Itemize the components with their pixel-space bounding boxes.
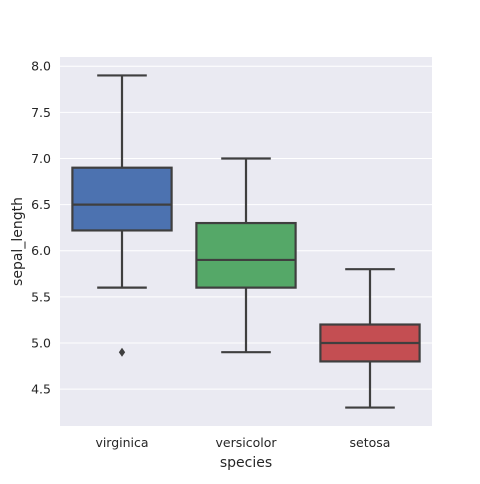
y-tick-label: 6.5	[31, 197, 51, 212]
y-tick-label: 5.0	[31, 335, 51, 350]
y-tick-label: 5.5	[31, 289, 51, 304]
outlier-point	[118, 347, 126, 357]
y-tick-label: 8.0	[31, 59, 51, 74]
box-iqr	[195, 221, 297, 289]
boxes-layer	[71, 74, 421, 409]
x-tick-label: virginica	[95, 435, 148, 450]
y-tick-label: 4.5	[31, 382, 51, 397]
y-tick-label: 7.5	[31, 105, 51, 120]
x-axis-label: species	[220, 455, 272, 471]
x-tick-labels: virginica versicolor setosa	[95, 435, 390, 450]
x-tick-label: versicolor	[216, 435, 278, 450]
y-axis-label: sepal_length	[10, 197, 26, 286]
box-versicolor	[195, 157, 297, 354]
x-tick-label: setosa	[350, 435, 391, 450]
box-virginica	[71, 74, 173, 357]
y-tick-label: 7.0	[31, 151, 51, 166]
y-tick-label: 6.0	[31, 243, 51, 258]
y-tick-labels: 4.5 5.0 5.5 6.0 6.5 7.0 7.5 8.0	[31, 59, 51, 397]
box-iqr	[71, 166, 173, 232]
box-setosa	[319, 268, 421, 409]
